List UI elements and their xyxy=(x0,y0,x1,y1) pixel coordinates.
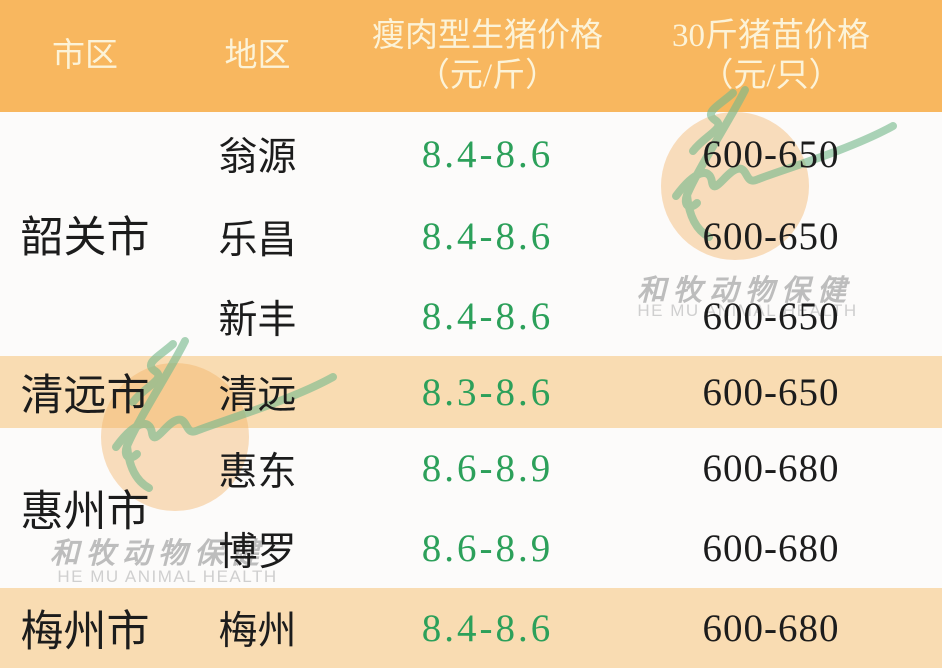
table-row-meizhou: 梅州 8.4-8.6 600-680 xyxy=(0,588,942,668)
cell-pig-price: 8.4-8.6 xyxy=(421,606,554,650)
city-label-meizhou: 梅州市 xyxy=(20,609,150,656)
header-cell-pig-price: 瘦肉型生猪价格 （元/斤） xyxy=(345,0,630,112)
table-row-lechang: 乐昌 8.4-8.6 600-650 xyxy=(0,196,942,277)
cell-pig-price: 8.4-8.6 xyxy=(421,295,554,338)
cell-region: 新丰 xyxy=(218,298,297,342)
header-piglet-price-unit: （元/只） xyxy=(700,58,842,94)
cell-region: 翁源 xyxy=(218,136,297,179)
cell-piglet-price: 600-680 xyxy=(702,527,840,570)
header-city-label: 市区 xyxy=(52,38,118,74)
header-pig-price-unit: （元/斤） xyxy=(416,58,559,94)
city-label-shaoguan: 韶关市 xyxy=(20,215,150,262)
city-label-huizhou: 惠州市 xyxy=(20,489,150,536)
cell-piglet-price: 600-680 xyxy=(702,606,840,650)
header-background xyxy=(0,0,942,112)
table-row-xinfeng: 新丰 8.4-8.6 600-650 xyxy=(0,277,942,356)
header-piglet-price-label: 30斤猪苗价格 xyxy=(672,18,870,54)
table-row-qingyuan: 清远 8.3-8.6 600-650 xyxy=(0,356,942,428)
table-row-huidong: 惠东 8.6-8.9 600-680 xyxy=(0,428,942,509)
cell-pig-price: 8.4-8.6 xyxy=(421,132,554,176)
cell-pig-price: 8.3-8.6 xyxy=(421,370,554,414)
header-region-label: 地区 xyxy=(224,38,291,74)
cell-piglet-price: 600-650 xyxy=(702,295,840,338)
cell-region: 清远 xyxy=(218,374,297,417)
table-header: 市区 地区 瘦肉型生猪价格 （元/斤） 30斤猪苗价格 （元/只） xyxy=(0,0,942,112)
cell-pig-price: 8.4-8.6 xyxy=(421,215,554,258)
row-highlight-meizhou xyxy=(0,588,942,668)
cell-pig-price: 8.6-8.9 xyxy=(421,527,554,570)
table-row-boluo: 博罗 8.6-8.9 600-680 xyxy=(0,509,942,588)
cell-piglet-price: 600-650 xyxy=(702,132,840,176)
header-pig-price-label: 瘦肉型生猪价格 xyxy=(372,18,603,54)
cell-piglet-price: 600-680 xyxy=(702,447,840,490)
header-cell-region: 地区 xyxy=(170,0,345,112)
cell-pig-price: 8.6-8.9 xyxy=(421,447,554,490)
header-cell-piglet-price: 30斤猪苗价格 （元/只） xyxy=(630,0,942,112)
city-label-qingyuan: 清远市 xyxy=(20,373,150,420)
cell-region: 博罗 xyxy=(218,530,297,574)
cell-piglet-price: 600-650 xyxy=(702,215,840,258)
cell-region: 惠东 xyxy=(218,450,297,494)
cell-region: 乐昌 xyxy=(218,218,297,262)
cell-piglet-price: 600-650 xyxy=(702,370,840,414)
header-cell-city: 市区 xyxy=(0,0,170,112)
cell-region: 梅州 xyxy=(218,610,297,653)
